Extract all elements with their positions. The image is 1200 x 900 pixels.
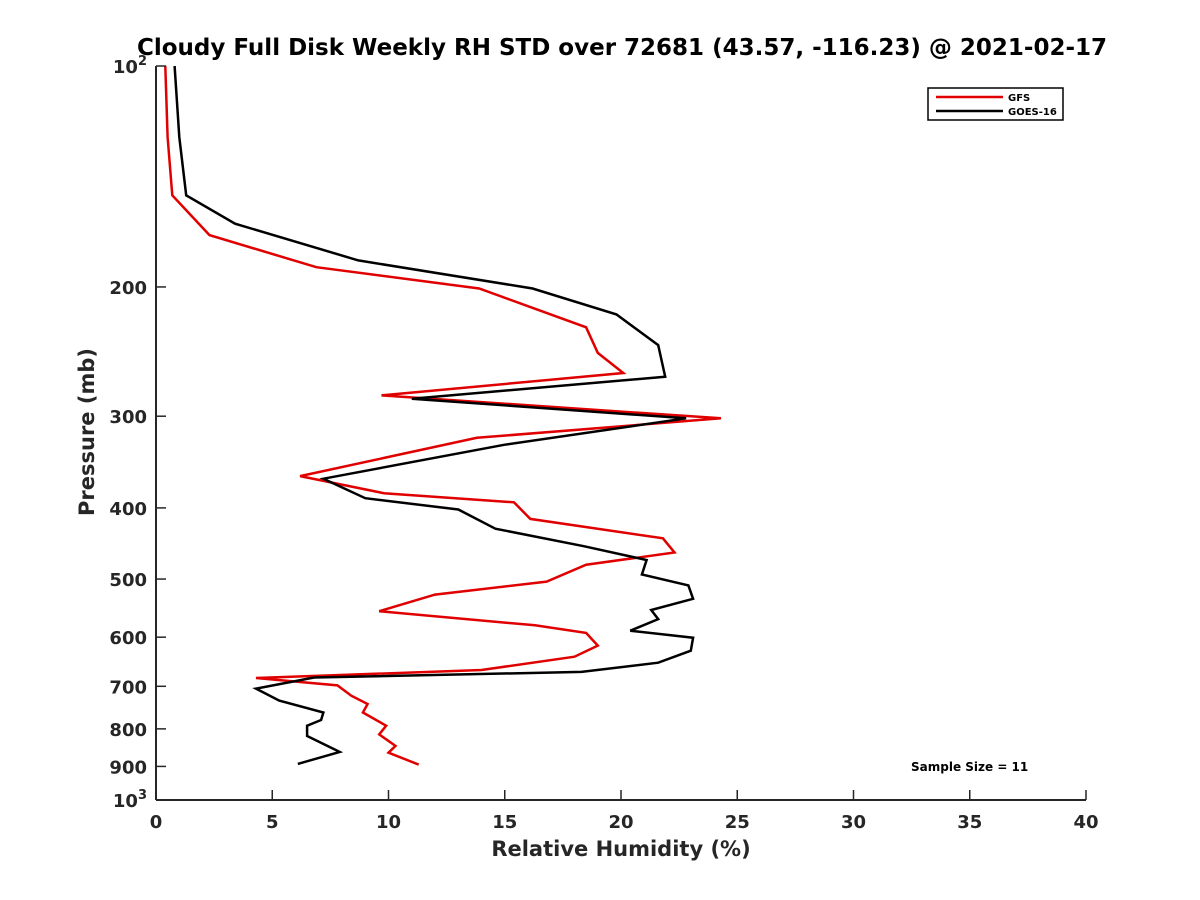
y-tick-label: 200 bbox=[109, 278, 147, 299]
y-tick-label: 300 bbox=[109, 407, 147, 428]
y-tick-label: 500 bbox=[109, 570, 147, 591]
legend-label-goes16: GOES-16 bbox=[1008, 107, 1057, 118]
x-tick-label: 40 bbox=[1073, 812, 1098, 833]
y-ticks: 102 200 300 400 500 600 700 800 900 103 bbox=[109, 54, 166, 812]
y-tick-label: 900 bbox=[109, 757, 147, 778]
x-tick-label: 35 bbox=[957, 812, 982, 833]
y-tick-label: 103 bbox=[113, 788, 147, 812]
series-line-gfs bbox=[164, 65, 722, 766]
series-layer bbox=[164, 65, 722, 766]
series-line-goes16 bbox=[173, 65, 695, 766]
x-tick-label: 5 bbox=[266, 812, 279, 833]
y-tick-label: 400 bbox=[109, 499, 147, 520]
plot-area bbox=[156, 66, 1086, 800]
legend: GFS GOES-16 bbox=[927, 87, 1064, 121]
legend-box bbox=[927, 87, 1064, 121]
sample-size-annotation: Sample Size = 11 bbox=[911, 760, 1028, 774]
y-axis-label: Pressure (mb) bbox=[75, 348, 99, 516]
x-tick-label: 20 bbox=[608, 812, 633, 833]
legend-label-gfs: GFS bbox=[1008, 93, 1030, 104]
x-tick-label: 10 bbox=[376, 812, 401, 833]
y-tick-label: 102 bbox=[113, 54, 147, 78]
x-tick-label: 0 bbox=[150, 812, 163, 833]
chart-title: Cloudy Full Disk Weekly RH STD over 7268… bbox=[137, 35, 1107, 61]
plot-background bbox=[156, 66, 1086, 800]
x-tick-label: 25 bbox=[725, 812, 750, 833]
x-tick-label: 30 bbox=[841, 812, 866, 833]
x-tick-label: 15 bbox=[492, 812, 517, 833]
y-tick-label: 600 bbox=[109, 628, 147, 649]
y-tick-label: 800 bbox=[109, 720, 147, 741]
y-tick-label: 700 bbox=[109, 677, 147, 698]
x-axis-label: Relative Humidity (%) bbox=[491, 837, 750, 861]
x-ticks: 0 5 10 15 20 25 30 35 40 bbox=[150, 790, 1099, 833]
